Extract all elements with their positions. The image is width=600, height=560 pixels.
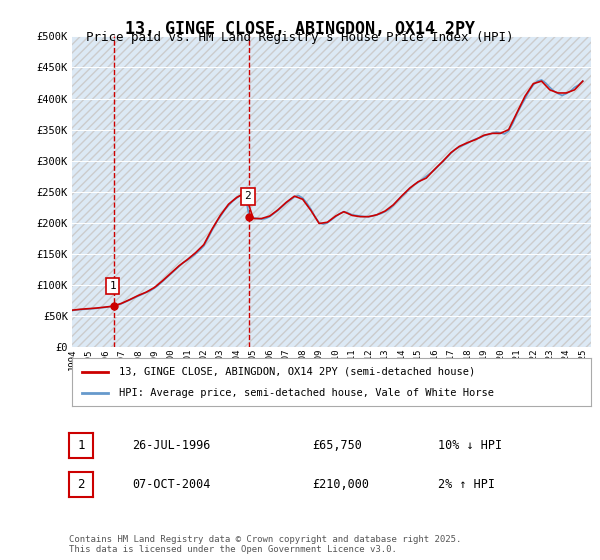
Text: 13, GINGE CLOSE, ABINGDON, OX14 2PY: 13, GINGE CLOSE, ABINGDON, OX14 2PY [125, 20, 475, 38]
Text: HPI: Average price, semi-detached house, Vale of White Horse: HPI: Average price, semi-detached house,… [119, 388, 494, 398]
Text: 1: 1 [109, 281, 116, 291]
Text: 26-JUL-1996: 26-JUL-1996 [132, 438, 211, 452]
Text: 2: 2 [77, 478, 85, 491]
Text: 13, GINGE CLOSE, ABINGDON, OX14 2PY (semi-detached house): 13, GINGE CLOSE, ABINGDON, OX14 2PY (sem… [119, 367, 475, 377]
Text: 07-OCT-2004: 07-OCT-2004 [132, 478, 211, 491]
Text: £210,000: £210,000 [312, 478, 369, 491]
Text: 1: 1 [77, 438, 85, 452]
Text: Price paid vs. HM Land Registry's House Price Index (HPI): Price paid vs. HM Land Registry's House … [86, 31, 514, 44]
Text: £65,750: £65,750 [312, 438, 362, 452]
Text: 10% ↓ HPI: 10% ↓ HPI [438, 438, 502, 452]
Text: 2% ↑ HPI: 2% ↑ HPI [438, 478, 495, 491]
Text: Contains HM Land Registry data © Crown copyright and database right 2025.
This d: Contains HM Land Registry data © Crown c… [69, 535, 461, 554]
Text: 2: 2 [245, 192, 251, 201]
